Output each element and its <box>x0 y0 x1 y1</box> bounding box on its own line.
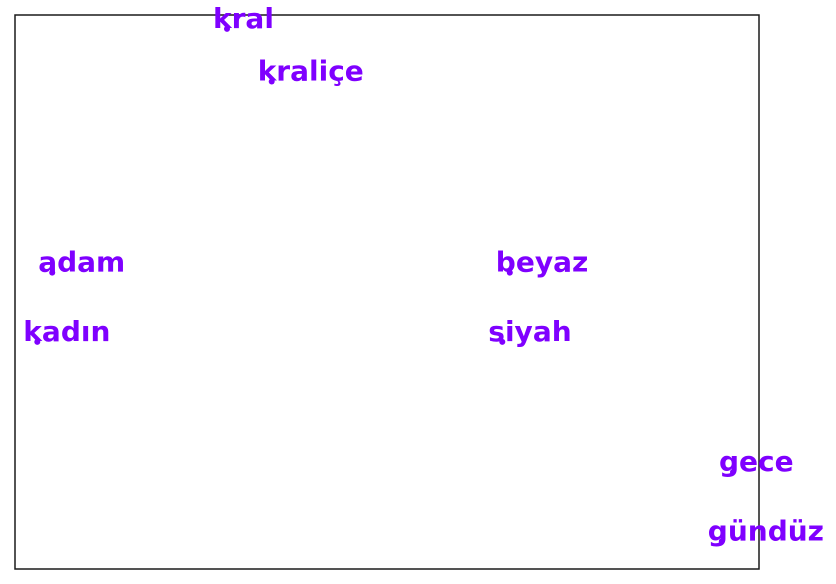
plot-frame <box>14 14 760 570</box>
point-label: beyaz <box>496 246 588 279</box>
scatter-point <box>224 25 230 32</box>
scatter-point <box>718 538 725 545</box>
point-label: kraliçe <box>258 55 364 88</box>
point-label: kadın <box>23 315 110 348</box>
point-label: kral <box>213 2 274 35</box>
scatter-point <box>49 269 56 276</box>
points-layer: kral kraliçe adam kadın beyaz siyah gece gündüz <box>23 2 824 547</box>
point-label: adam <box>38 246 125 279</box>
scatter-point <box>506 269 513 276</box>
point-label: gece <box>719 445 794 478</box>
scatter-point <box>499 338 506 345</box>
scatter-point <box>268 78 275 85</box>
scatter-point <box>730 469 736 475</box>
point-label: siyah <box>488 315 571 348</box>
point-label: gündüz <box>708 514 824 547</box>
scatter-point <box>34 338 41 345</box>
